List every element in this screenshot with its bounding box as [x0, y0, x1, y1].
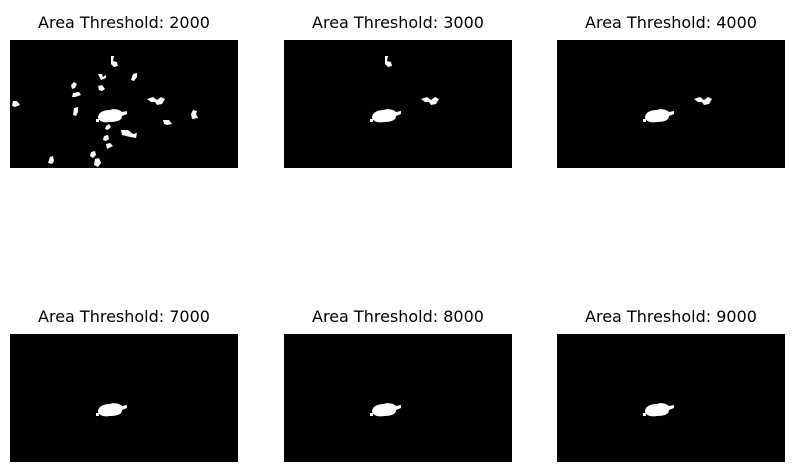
panel-title: Area Threshold: 2000 [38, 13, 210, 32]
mask-image [10, 334, 238, 462]
mask-image [10, 40, 238, 168]
panel-title: Area Threshold: 3000 [312, 13, 484, 32]
panel-title: Area Threshold: 4000 [585, 13, 757, 32]
mask-image [284, 40, 512, 168]
mask-image [557, 40, 785, 168]
panel-title: Area Threshold: 7000 [38, 307, 210, 326]
panel-title: Area Threshold: 9000 [585, 307, 757, 326]
mask-image [557, 334, 785, 462]
panel-title: Area Threshold: 8000 [312, 307, 484, 326]
mask-image [284, 334, 512, 462]
